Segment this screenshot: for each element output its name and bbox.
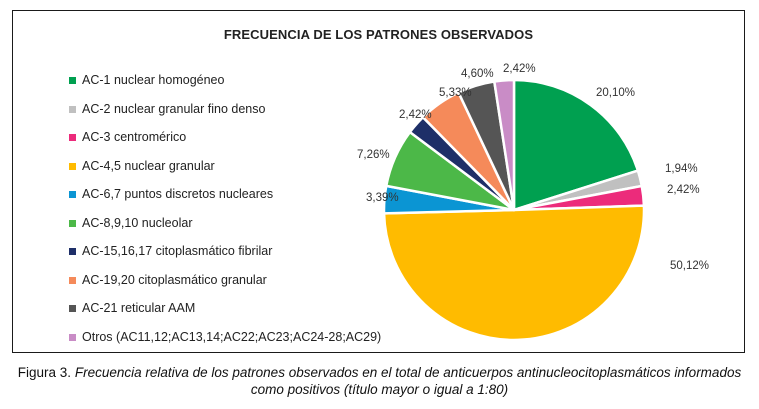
slice-value-label: 4,60% [461,68,494,80]
legend-label: Otros (AC11,12;AC13,14;AC22;AC23;AC24-28… [82,329,382,344]
slice-value-label: 20,10% [596,87,635,99]
legend: AC-1 nuclear homogéneo AC-2 nuclear granu… [69,73,381,358]
slice-value-label: 7,26% [357,149,390,161]
legend-item: AC-6,7 puntos discretos nucleares [69,187,381,216]
legend-label: AC-6,7 puntos discretos nucleares [82,187,274,201]
legend-label: AC-4,5 nuclear granular [82,158,215,173]
pie-slice [382,204,646,342]
legend-swatch [69,276,76,284]
legend-label: AC-15,16,17 citoplasmático fibrilar [82,244,273,258]
legend-item: AC-19,20 citoplasmático granular [69,273,381,302]
legend-label: AC-2 nuclear granular fino denso [82,101,266,116]
caption-body: Frecuencia relativa de los patrones obse… [74,365,742,397]
pie-slice [512,78,640,212]
slice-value-label: 2,42% [399,109,432,121]
pie-slice [493,78,516,212]
slice-value-label: 50,12% [670,260,709,272]
legend-item: AC-1 nuclear homogéneo [69,73,381,102]
legend-item: AC-2 nuclear granular fino denso [69,102,381,131]
caption-lead: Figura 3. [17,365,72,380]
legend-item: Otros (AC11,12;AC13,14;AC22;AC23;AC24-28… [69,330,381,359]
legend-swatch [69,134,76,141]
legend-swatch [69,305,76,312]
legend-label: AC-1 nuclear homogéneo [82,73,225,87]
slice-value-label: 5,33% [439,87,472,99]
legend-item: AC-8,9,10 nucleolar [69,216,381,245]
legend-swatch [69,248,76,255]
chart-title: FRECUENCIA DE LOS PATRONES OBSERVADOS [223,27,534,42]
legend-swatch [69,333,76,341]
legend-label: AC-8,9,10 nucleolar [82,215,193,230]
legend-label: AC-19,20 citoplasmático granular [82,272,267,287]
legend-item: AC-15,16,17 citoplasmático fibrilar [69,244,381,273]
legend-swatch [69,77,76,84]
slice-value-label: 3,39% [366,192,399,204]
slice-value-label: 1,94% [665,163,698,175]
figure-caption: Figura 3. Frecuencia relativa de los pat… [0,364,759,398]
legend-swatch [69,105,76,113]
legend-swatch [69,219,76,227]
legend-label: AC-21 reticular AAM [82,301,196,315]
legend-item: AC-21 reticular AAM [69,301,381,330]
legend-swatch [69,162,76,170]
legend-item: AC-4,5 nuclear granular [69,159,381,188]
legend-label: AC-3 centromérico [82,130,187,144]
legend-swatch [69,191,76,198]
slice-value-label: 2,42% [667,184,700,196]
slice-value-label: 2,42% [503,63,536,75]
legend-item: AC-3 centromérico [69,130,381,159]
